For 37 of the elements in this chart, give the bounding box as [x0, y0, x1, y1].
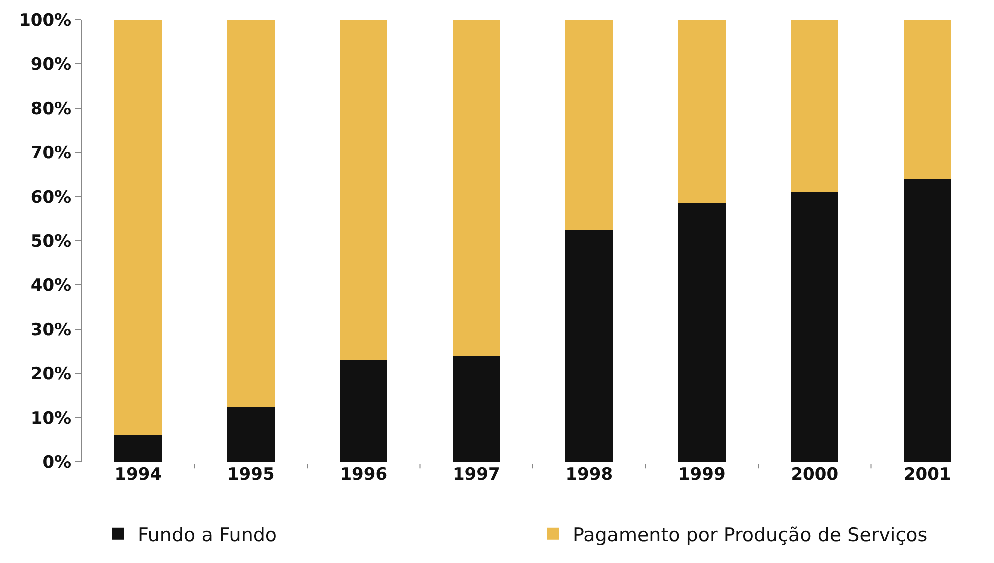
- bar: [340, 360, 388, 462]
- x-tick-label: 1996: [340, 465, 388, 485]
- y-tick-label: 60%: [30, 188, 72, 208]
- x-tick-label: 1999: [678, 465, 726, 485]
- y-tick-label: 50%: [30, 232, 72, 252]
- bar: [791, 192, 839, 462]
- bar: [566, 20, 614, 230]
- y-tick-label: 10%: [30, 408, 72, 429]
- bar: [114, 435, 162, 462]
- y-tick-label: 40%: [30, 276, 72, 296]
- y-tick-label: 80%: [30, 99, 72, 120]
- legend-label: Fundo a Fundo: [138, 524, 278, 546]
- bar: [114, 20, 162, 436]
- bar: [227, 20, 275, 407]
- y-tick-label: 100%: [19, 10, 72, 31]
- x-tick-label: 1995: [227, 465, 275, 485]
- bar: [678, 203, 726, 462]
- x-tick-label: 1997: [452, 465, 500, 485]
- bar: [904, 179, 952, 462]
- bar: [340, 20, 388, 360]
- x-tick-label: 2000: [791, 465, 839, 485]
- y-tick-label: 90%: [30, 55, 72, 76]
- bar: [678, 20, 726, 204]
- bar: [227, 406, 275, 462]
- bar: [791, 20, 839, 192]
- bar: [452, 356, 500, 462]
- bar: [904, 20, 952, 180]
- y-tick-label: 70%: [30, 144, 72, 164]
- y-tick-label: 20%: [30, 364, 72, 385]
- x-tick-label: 2001: [904, 465, 952, 485]
- bar: [452, 20, 500, 356]
- y-tick-label: 0%: [42, 452, 72, 473]
- y-tick-label: 30%: [30, 320, 72, 340]
- x-tick-label: 1998: [566, 465, 614, 485]
- x-tick-label: 1994: [114, 465, 162, 485]
- legend-label: Pagamento por Produção de Serviços: [573, 524, 928, 546]
- bar: [566, 230, 614, 462]
